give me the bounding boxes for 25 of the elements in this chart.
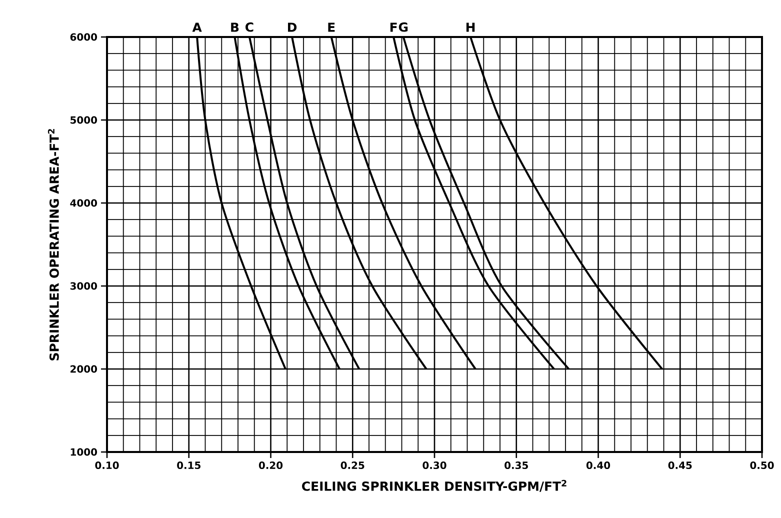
y-tick-label: 6000 xyxy=(70,33,98,41)
series-label: H xyxy=(466,22,475,32)
series-label: D xyxy=(288,22,297,32)
x-tick-label: 0.35 xyxy=(504,462,528,470)
x-tick-label: 0.20 xyxy=(258,462,283,470)
y-tick-label: 5000 xyxy=(70,116,98,124)
series-label: A xyxy=(192,22,202,32)
y-axis-title: SPRINKLER OPERATING AREA-FT$^{2}$ xyxy=(48,129,59,360)
x-tick-label: 0.45 xyxy=(668,462,692,470)
series-label: C xyxy=(246,22,254,32)
series-label: E xyxy=(328,22,335,32)
y-tick-label: 3000 xyxy=(70,282,98,290)
x-tick-label: 0.50 xyxy=(750,462,774,470)
x-tick-label: 0.40 xyxy=(586,462,610,470)
x-axis-title: CEILING SPRINKLER DENSITY-GPM/FT$^{2}$ xyxy=(302,480,566,492)
series-label: F xyxy=(390,22,397,32)
y-tick-label: 1000 xyxy=(70,448,98,456)
series-label: G xyxy=(398,22,408,32)
y-tick-label: 4000 xyxy=(70,199,98,207)
x-tick-label: 0.30 xyxy=(422,462,446,470)
x-tick-label: 0.10 xyxy=(95,462,119,470)
x-tick-label: 0.25 xyxy=(340,462,364,470)
x-tick-label: 0.15 xyxy=(177,462,200,470)
series-label: B xyxy=(231,22,239,32)
y-tick-label: 2000 xyxy=(70,365,98,373)
